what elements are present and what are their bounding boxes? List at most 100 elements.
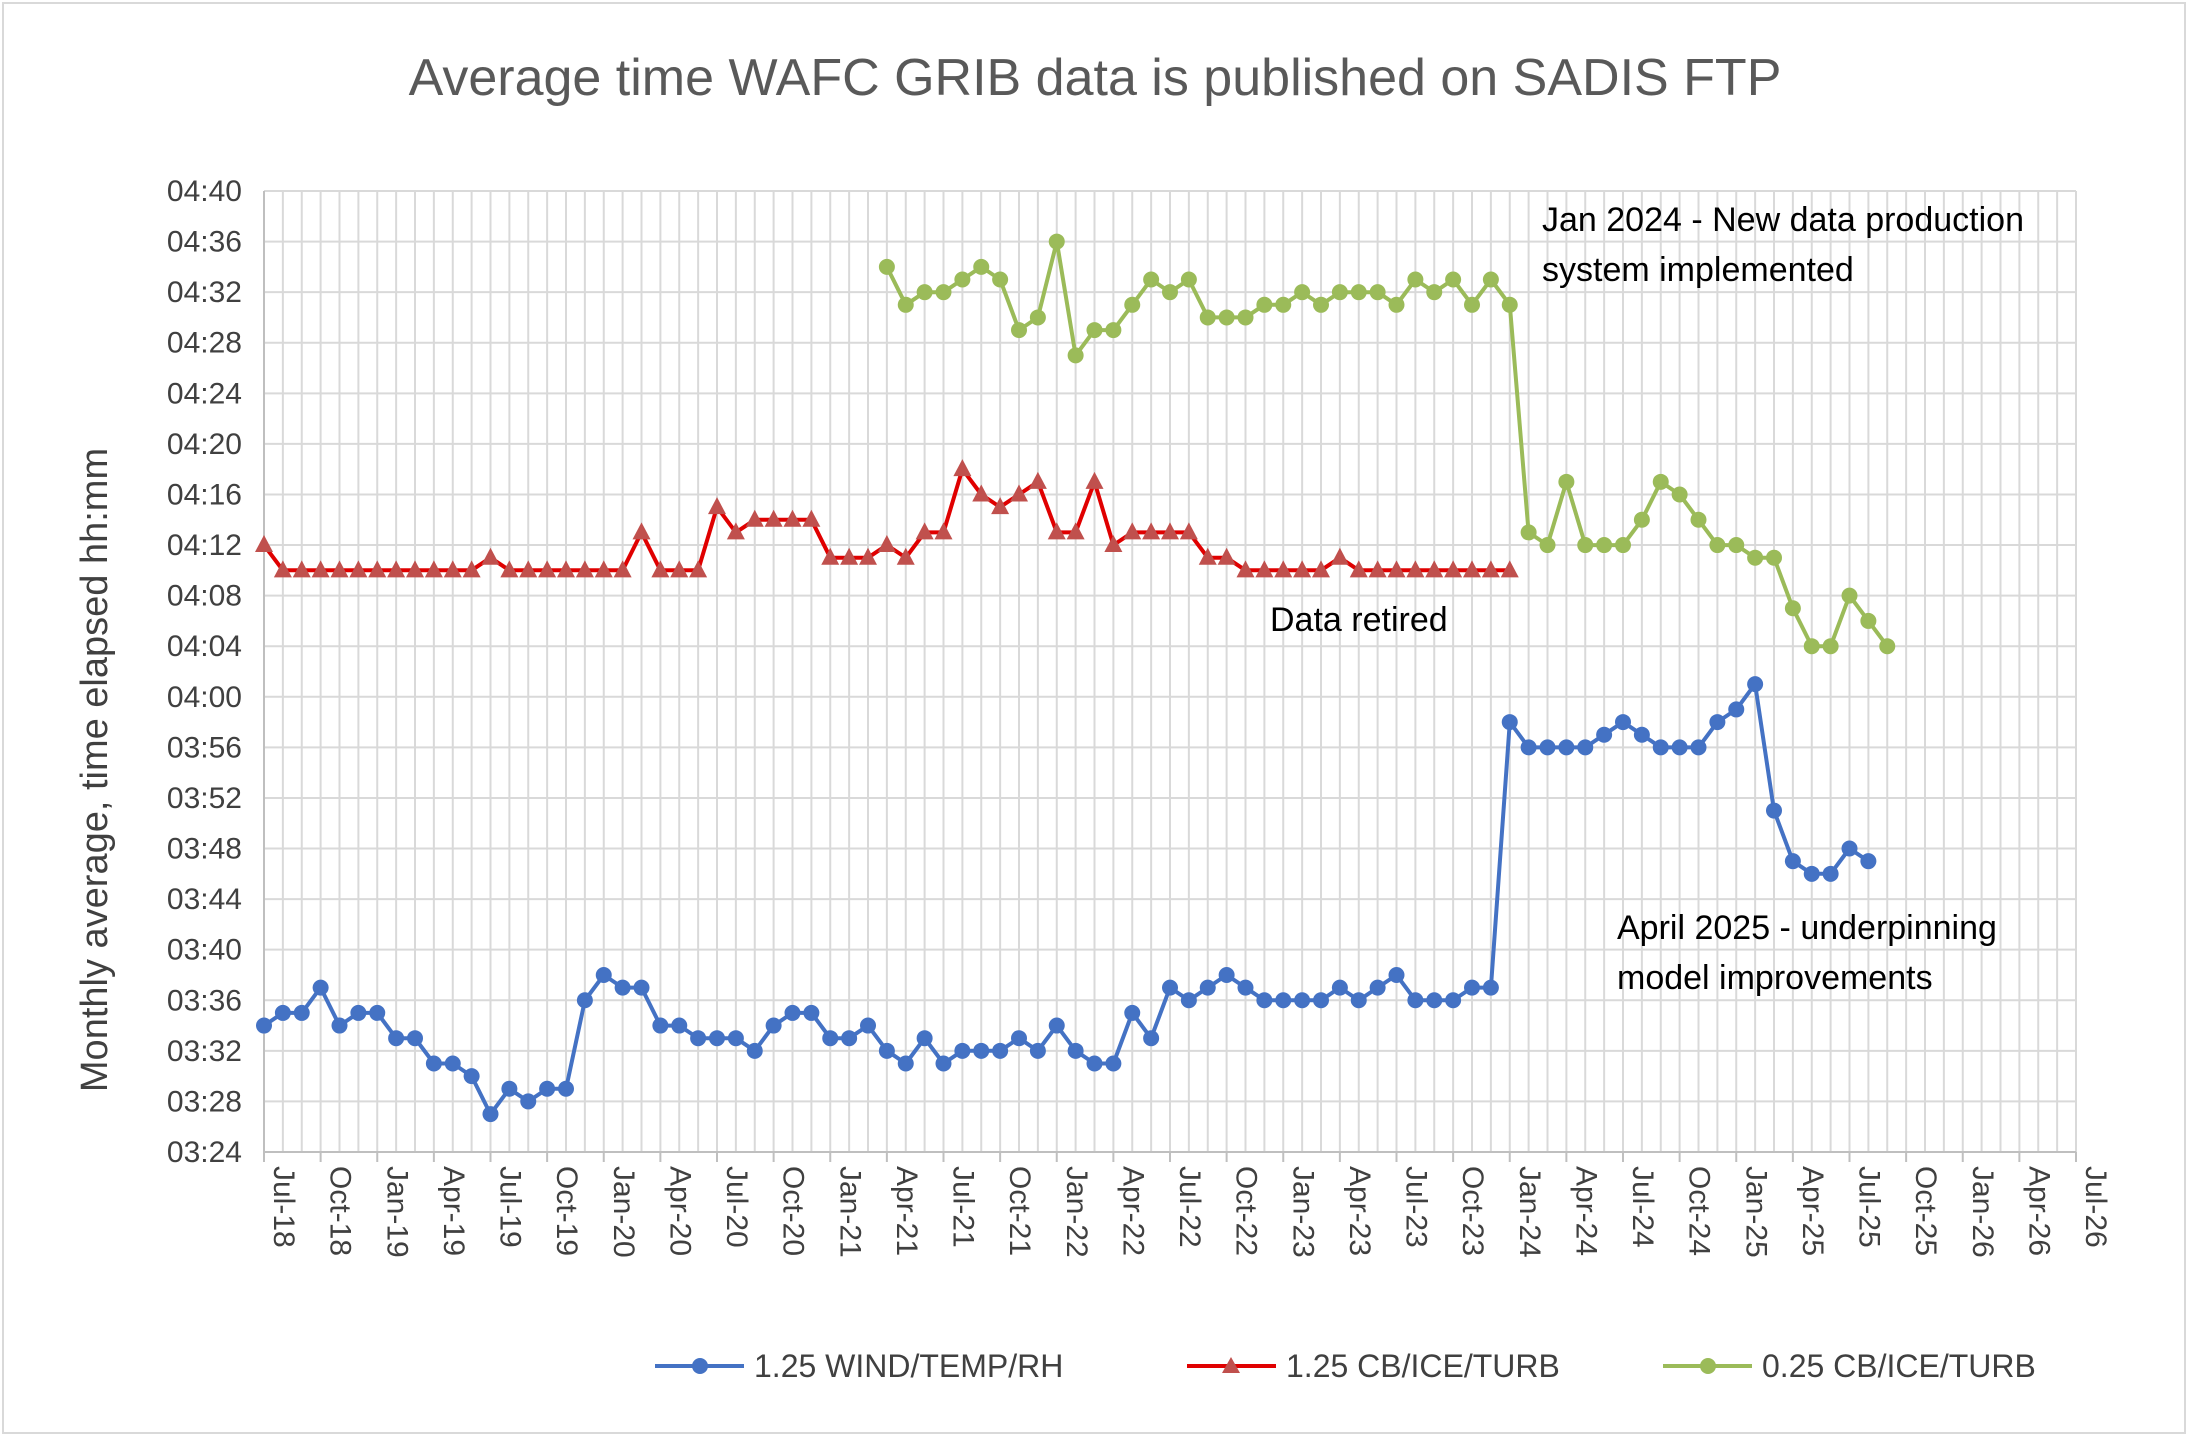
x-tick-label: Jul-20 bbox=[720, 1166, 753, 1248]
data-point bbox=[1388, 296, 1405, 313]
data-point bbox=[1445, 271, 1462, 288]
data-point bbox=[1426, 992, 1443, 1009]
data-point bbox=[1011, 322, 1027, 339]
data-point bbox=[1331, 979, 1348, 996]
data-point bbox=[1577, 739, 1594, 756]
x-tick-label: Oct-24 bbox=[1683, 1166, 1716, 1256]
data-point bbox=[482, 1106, 499, 1123]
data-point bbox=[1728, 537, 1745, 554]
data-point bbox=[1048, 233, 1065, 250]
data-point bbox=[444, 1055, 461, 1072]
x-tick-label: Jul-23 bbox=[1400, 1166, 1433, 1248]
data-point bbox=[991, 497, 1010, 515]
x-tick-label: Jan-21 bbox=[833, 1166, 866, 1258]
y-axis-label: Monthly average, time elapsed hh:mm bbox=[74, 448, 116, 1092]
data-point bbox=[935, 284, 952, 301]
y-tick-label: 03:28 bbox=[167, 1085, 242, 1118]
legend-label-wind-temp-rh: 1.25 WIND/TEMP/RH bbox=[754, 1348, 1063, 1384]
data-point bbox=[292, 560, 311, 578]
x-tick-label: Jul-22 bbox=[1173, 1166, 1206, 1248]
data-point bbox=[255, 535, 273, 553]
x-tick-label: Jan-25 bbox=[1739, 1166, 1772, 1258]
data-point bbox=[273, 560, 292, 578]
data-point bbox=[878, 1042, 895, 1059]
gridlines bbox=[263, 190, 2077, 1152]
x-tick-label: Apr-21 bbox=[890, 1166, 923, 1256]
data-point bbox=[407, 1030, 423, 1047]
data-point bbox=[973, 258, 990, 275]
data-point bbox=[481, 547, 500, 565]
y-tick-label: 03:44 bbox=[167, 883, 242, 916]
y-tick-label: 03:24 bbox=[167, 1136, 242, 1169]
data-point bbox=[387, 560, 406, 578]
series-2 bbox=[878, 233, 1896, 655]
data-point bbox=[312, 979, 329, 996]
x-tick-label: Jul-19 bbox=[494, 1166, 527, 1248]
data-point bbox=[1256, 296, 1273, 313]
data-point bbox=[802, 509, 821, 527]
y-tick-label: 04:16 bbox=[167, 478, 242, 511]
data-point bbox=[443, 560, 462, 578]
x-tick-label: Apr-20 bbox=[663, 1166, 696, 1256]
data-point bbox=[500, 560, 519, 578]
data-point bbox=[1124, 296, 1141, 313]
data-point bbox=[1350, 284, 1367, 301]
data-point bbox=[1217, 547, 1236, 565]
data-point bbox=[1558, 473, 1575, 490]
data-point bbox=[954, 271, 971, 288]
data-point bbox=[1426, 284, 1443, 301]
x-tick-label: Jan-22 bbox=[1060, 1166, 1093, 1258]
data-point bbox=[1822, 638, 1839, 655]
x-tick-label: Apr-22 bbox=[1116, 1166, 1149, 1256]
y-tick-label: 04:40 bbox=[167, 175, 242, 208]
data-point bbox=[1841, 587, 1858, 604]
x-tick-label: Apr-26 bbox=[2022, 1166, 2055, 1256]
data-point bbox=[1671, 739, 1688, 756]
data-point bbox=[671, 1017, 688, 1034]
y-tick-label: 04:00 bbox=[167, 681, 242, 714]
y-tick-label: 04:20 bbox=[167, 428, 242, 461]
data-point bbox=[349, 560, 368, 578]
data-point bbox=[1085, 471, 1104, 489]
legend-marker-125-cb-ice-turb bbox=[1222, 1357, 1240, 1373]
legend: 1.25 WIND/TEMP/RH 1.25 CB/ICE/TURB 0.25 … bbox=[655, 1348, 2036, 1384]
axes bbox=[263, 191, 2077, 1162]
data-point bbox=[1218, 309, 1235, 326]
data-point bbox=[1143, 271, 1160, 288]
data-point bbox=[1086, 1055, 1103, 1072]
y-tick-label: 03:48 bbox=[167, 833, 242, 866]
y-tick-label: 03:36 bbox=[167, 984, 242, 1017]
data-point bbox=[1520, 524, 1537, 541]
data-point bbox=[1313, 992, 1329, 1009]
data-point bbox=[1293, 560, 1312, 578]
data-point bbox=[1482, 271, 1499, 288]
data-point bbox=[708, 497, 726, 515]
y-tick-label: 04:24 bbox=[167, 377, 242, 410]
data-point bbox=[1123, 522, 1142, 540]
data-point bbox=[613, 560, 632, 578]
data-point bbox=[860, 1017, 876, 1034]
x-tick-label: Apr-24 bbox=[1569, 1166, 1602, 1256]
data-point bbox=[1520, 739, 1537, 756]
data-point bbox=[1784, 600, 1801, 617]
data-point bbox=[274, 1004, 291, 1021]
annotation-april-2025-line1: April 2025 - underpinning bbox=[1617, 909, 1997, 947]
data-point bbox=[1236, 560, 1255, 578]
y-tick-label: 03:52 bbox=[167, 782, 242, 815]
data-point bbox=[1349, 560, 1368, 578]
legend-label-125-cb-ice-turb: 1.25 CB/ICE/TURB bbox=[1286, 1348, 1560, 1384]
data-point bbox=[633, 979, 650, 996]
data-point bbox=[1179, 522, 1198, 540]
x-tick-label: Jul-18 bbox=[267, 1166, 300, 1248]
data-point bbox=[1671, 486, 1688, 503]
data-point bbox=[783, 509, 802, 527]
y-tick-label: 04:28 bbox=[167, 327, 242, 360]
data-point bbox=[1237, 979, 1254, 996]
x-tick-label: Apr-23 bbox=[1343, 1166, 1376, 1256]
data-point bbox=[1633, 726, 1650, 743]
data-point bbox=[878, 258, 895, 275]
data-point bbox=[1369, 979, 1386, 996]
data-point bbox=[972, 484, 991, 502]
x-tick-label: Oct-18 bbox=[324, 1166, 357, 1256]
data-point bbox=[463, 1068, 480, 1085]
